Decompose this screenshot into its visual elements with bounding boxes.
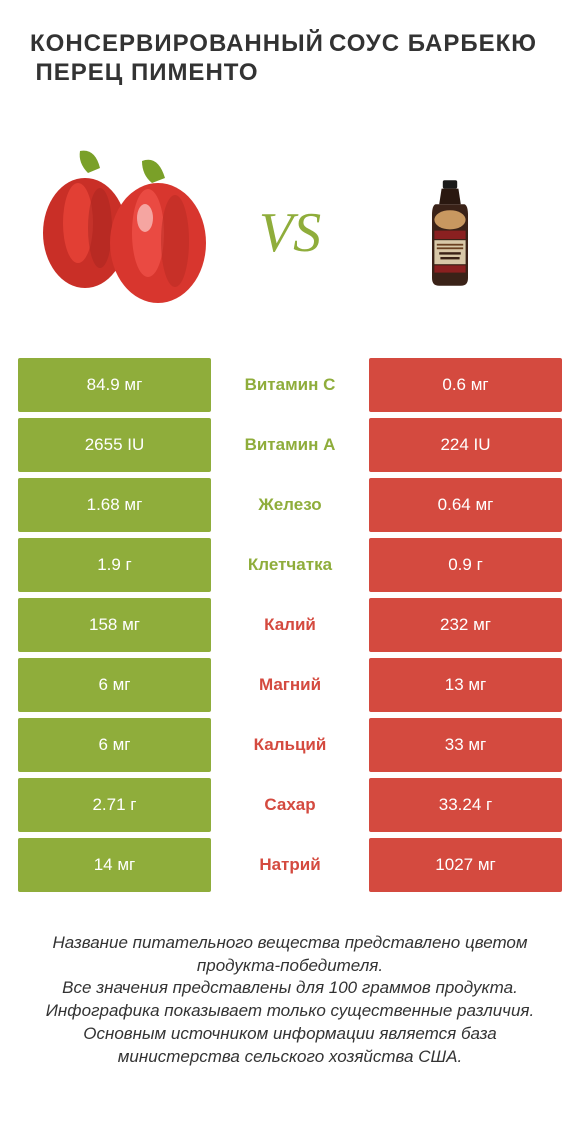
images-row: VS <box>0 88 580 358</box>
left-value: 6 мг <box>18 718 211 772</box>
right-product-image <box>350 133 550 333</box>
comparison-row: 1.68 мгЖелезо0.64 мг <box>18 478 562 532</box>
footer-line: Все значения представлены для 100 граммо… <box>24 977 556 1000</box>
comparison-row: 1.9 гКлетчатка0.9 г <box>18 538 562 592</box>
nutrient-label: Железо <box>215 478 365 532</box>
vs-label: VS <box>259 201 321 265</box>
comparison-row: 6 мгМагний13 мг <box>18 658 562 712</box>
left-value: 2.71 г <box>18 778 211 832</box>
left-value: 6 мг <box>18 658 211 712</box>
comparison-row: 84.9 мгВитамин C0.6 мг <box>18 358 562 412</box>
header: КОНСЕРВИРОВАННЫЙ ПЕРЕЦ ПИМЕНТО СОУС БАРБ… <box>0 0 580 88</box>
comparison-row: 14 мгНатрий1027 мг <box>18 838 562 892</box>
nutrient-label: Натрий <box>215 838 365 892</box>
right-value: 33.24 г <box>369 778 562 832</box>
left-value: 1.9 г <box>18 538 211 592</box>
right-value: 33 мг <box>369 718 562 772</box>
right-value: 232 мг <box>369 598 562 652</box>
comparison-row: 2.71 гСахар33.24 г <box>18 778 562 832</box>
footer-line: Основным источником информации является … <box>24 1023 556 1069</box>
nutrient-label: Кальций <box>215 718 365 772</box>
right-value: 1027 мг <box>369 838 562 892</box>
nutrient-label: Витамин A <box>215 418 365 472</box>
left-value: 2655 IU <box>18 418 211 472</box>
footer-notes: Название питательного вещества представл… <box>0 892 580 1070</box>
right-value: 224 IU <box>369 418 562 472</box>
right-value: 0.9 г <box>369 538 562 592</box>
nutrient-label: Клетчатка <box>215 538 365 592</box>
comparison-row: 6 мгКальций33 мг <box>18 718 562 772</box>
nutrient-label: Витамин C <box>215 358 365 412</box>
right-value: 0.6 мг <box>369 358 562 412</box>
right-value: 0.64 мг <box>369 478 562 532</box>
left-value: 158 мг <box>18 598 211 652</box>
nutrient-label: Калий <box>215 598 365 652</box>
nutrient-label: Магний <box>215 658 365 712</box>
left-product-image <box>30 133 230 333</box>
comparison-row: 2655 IUВитамин A224 IU <box>18 418 562 472</box>
comparison-row: 158 мгКалий232 мг <box>18 598 562 652</box>
left-value: 14 мг <box>18 838 211 892</box>
left-product-title: КОНСЕРВИРОВАННЫЙ ПЕРЕЦ ПИМЕНТО <box>30 30 264 88</box>
left-value: 84.9 мг <box>18 358 211 412</box>
footer-line: Инфографика показывает только существенн… <box>24 1000 556 1023</box>
comparison-table: 84.9 мгВитамин C0.6 мг 2655 IUВитамин A22… <box>0 358 580 892</box>
nutrient-label: Сахар <box>215 778 365 832</box>
footer-line: Название питательного вещества представл… <box>24 932 556 978</box>
left-value: 1.68 мг <box>18 478 211 532</box>
right-value: 13 мг <box>369 658 562 712</box>
right-product-title: СОУС БАРБЕКЮ <box>316 30 550 88</box>
